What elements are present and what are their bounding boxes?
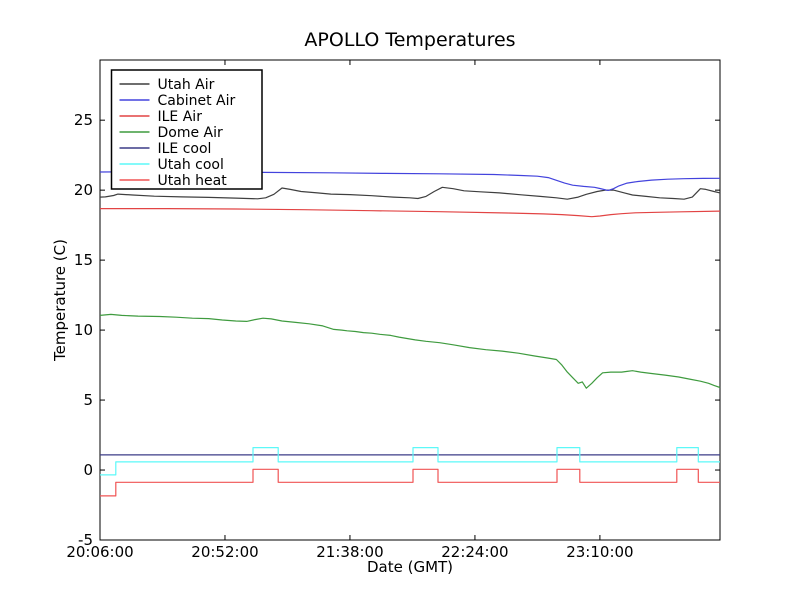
- legend-label-ile-cool: ILE cool: [158, 141, 212, 157]
- legend-label-utah-heat: Utah heat: [158, 173, 228, 189]
- legend-item-ile-air: ILE Air: [119, 109, 203, 125]
- x-tick-label: 20:52:00: [191, 543, 258, 561]
- legend-label-cabinet-air: Cabinet Air: [158, 93, 236, 109]
- y-tick-label: -5: [78, 531, 93, 549]
- legend-item-dome-air: Dome Air: [119, 125, 224, 141]
- y-tick-label: 20: [74, 181, 93, 199]
- plot-border: [99, 59, 721, 541]
- legend-label-dome-air: Dome Air: [158, 125, 224, 141]
- legend-label-ile-air: ILE Air: [158, 109, 203, 125]
- y-tick-label: 0: [83, 461, 93, 479]
- y-tick-label: 25: [74, 111, 93, 129]
- legend-box: [110, 69, 263, 190]
- legend-item-utah-cool: Utah cool: [119, 157, 224, 173]
- x-axis-label: Date (GMT): [366, 558, 454, 576]
- x-tick-label: 20:06:00: [66, 543, 133, 561]
- y-tick-label: 5: [83, 391, 93, 409]
- chart-title: APOLLO Temperatures: [304, 29, 516, 51]
- series-cabinet-air-line: [99, 171, 721, 191]
- x-tick-label: 22:24:00: [441, 543, 508, 561]
- y-tick-label: 10: [74, 321, 93, 339]
- legend-item-utah-air: Utah Air: [119, 77, 215, 93]
- x-tick-label: 21:38:00: [316, 543, 383, 561]
- series-dome-air-line: [99, 313, 721, 389]
- y-tick-label: 15: [74, 251, 93, 269]
- legend-label-utah-air: Utah Air: [158, 77, 215, 93]
- y-axis-label: Temperature (C): [51, 239, 69, 361]
- series-ile-air-line: [100, 208, 721, 218]
- series-utah-heat-line: [100, 468, 720, 497]
- x-tick-label: 23:10:00: [566, 543, 633, 561]
- legend-label-utah-cool: Utah cool: [158, 157, 224, 173]
- series-utah-cool-line: [100, 447, 720, 476]
- legend-item-utah-heat: Utah heat: [119, 173, 228, 189]
- series-utah-air-line: [99, 186, 721, 200]
- legend-item-cabinet-air: Cabinet Air: [119, 93, 236, 109]
- legend-item-ile-cool: ILE cool: [119, 141, 212, 157]
